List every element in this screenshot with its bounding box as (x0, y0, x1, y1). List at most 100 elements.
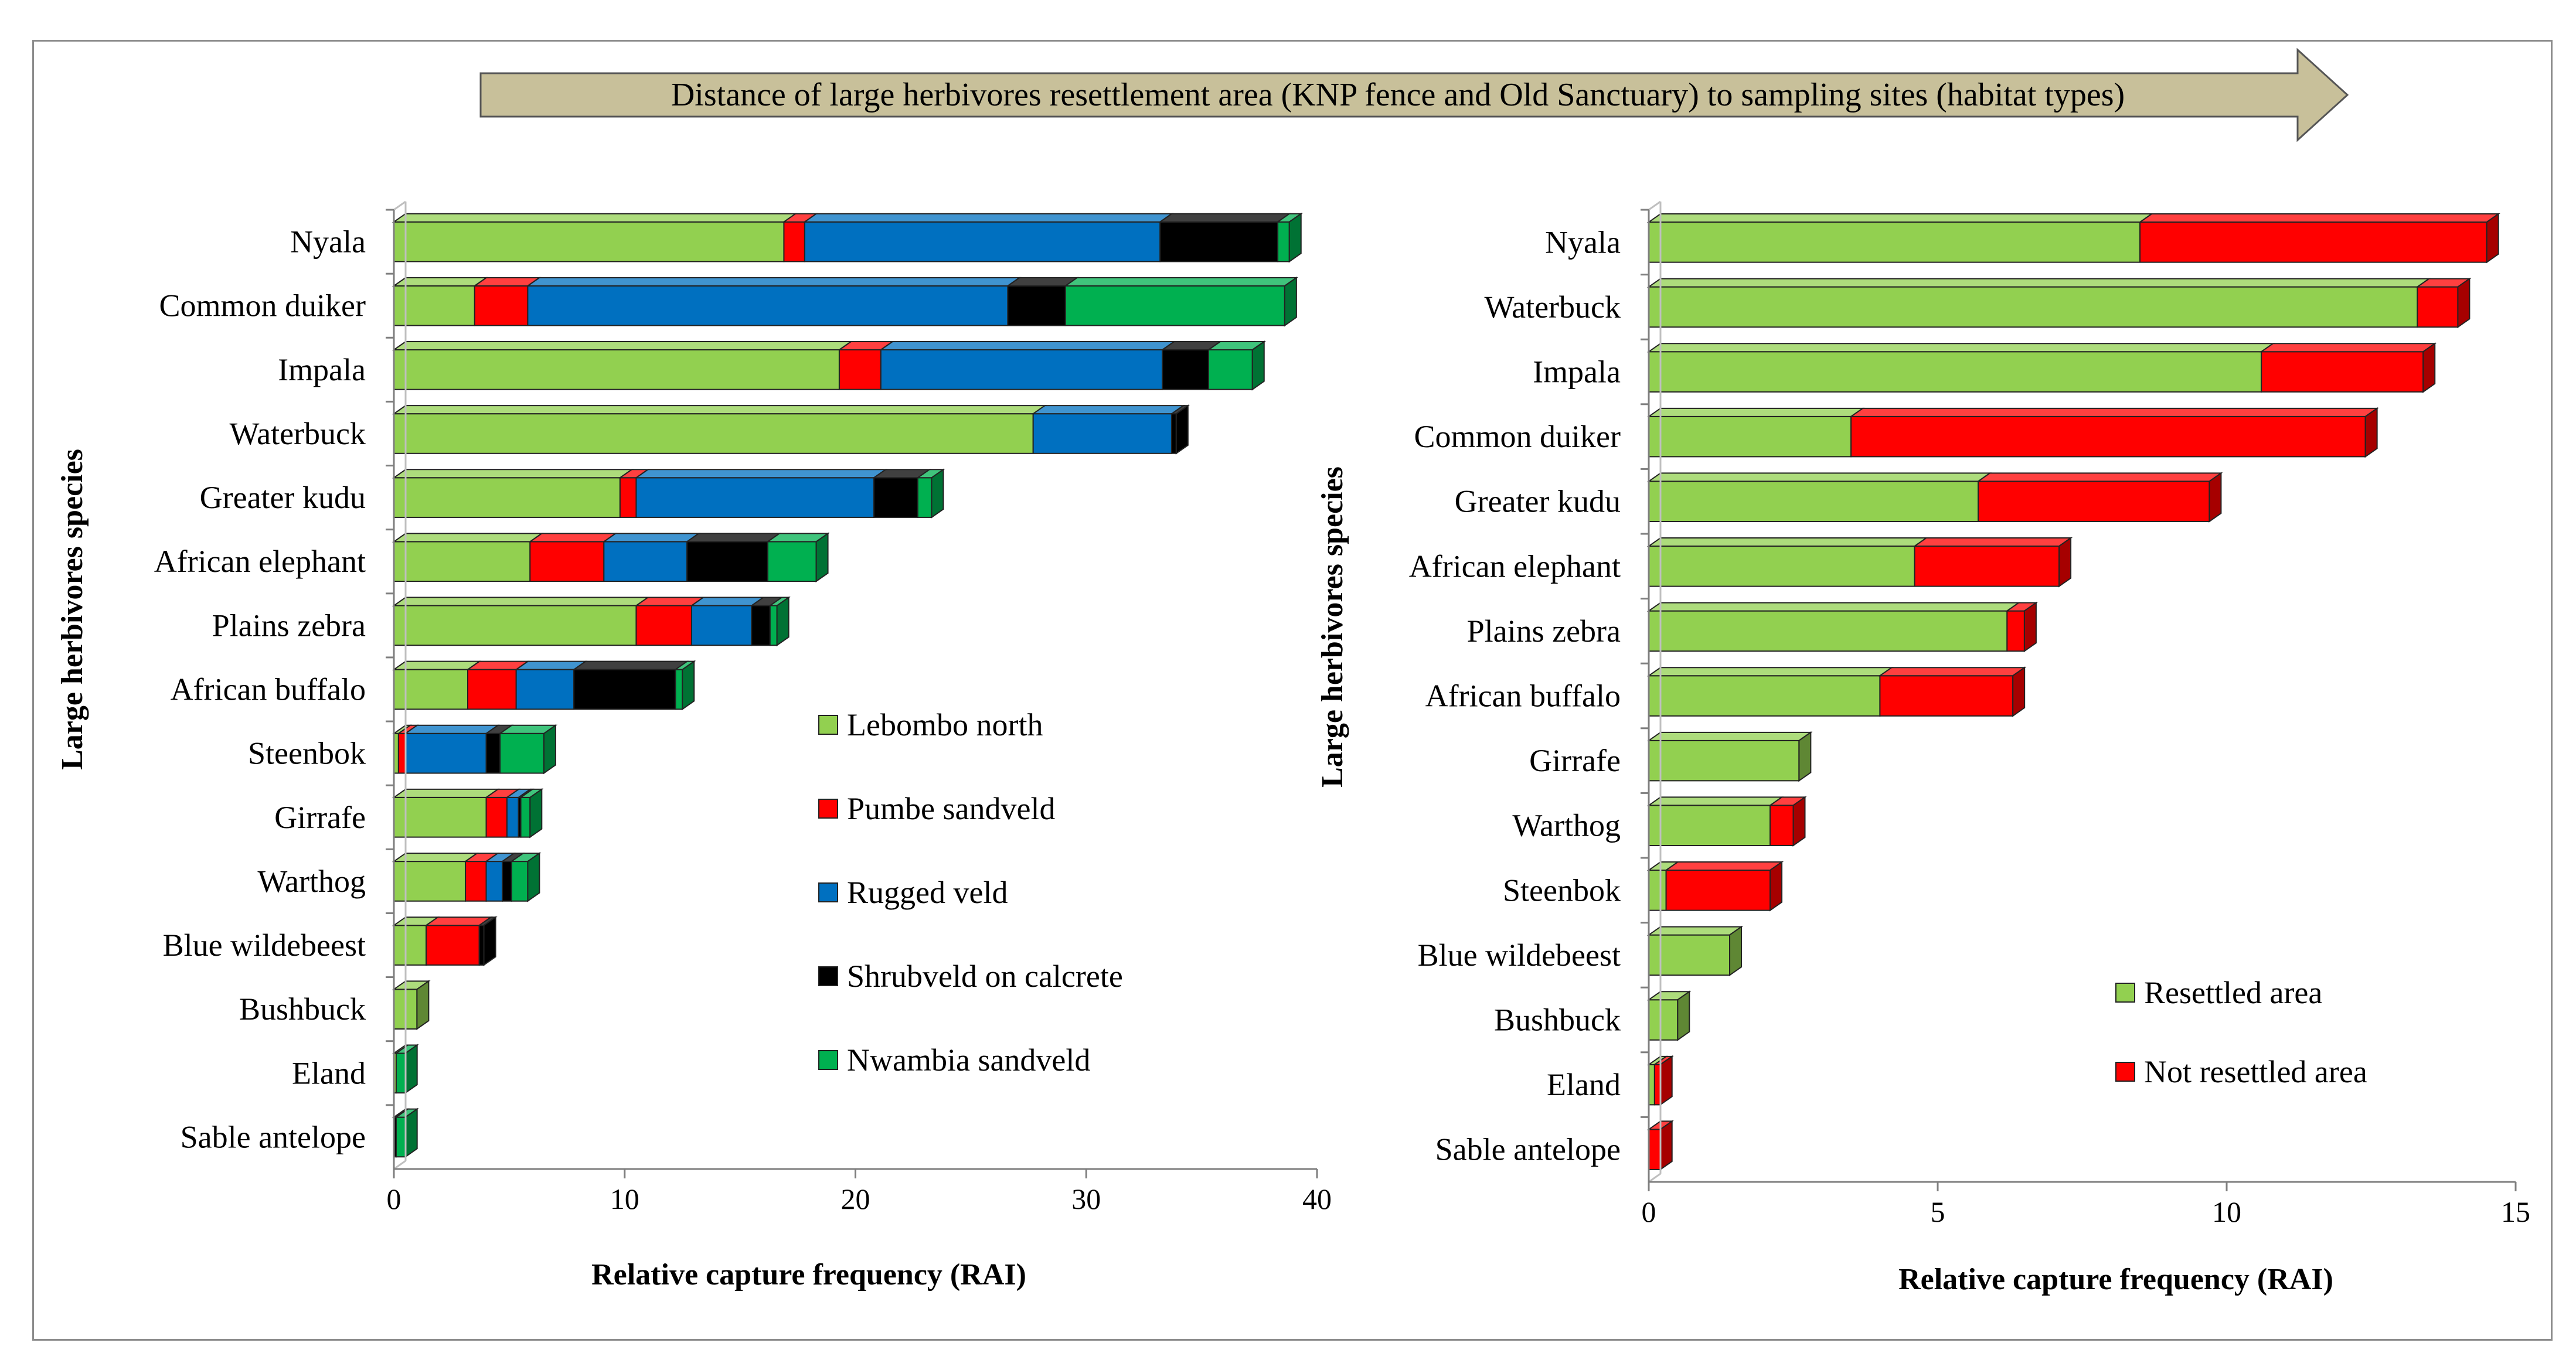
bar-side-face (404, 1107, 418, 1158)
bar-row-steenbok (392, 724, 558, 775)
category-label-impala: Impala (1533, 355, 1621, 390)
bar-top-face (634, 469, 888, 479)
bar-nyala-rugged-veld (802, 213, 1174, 263)
bar-side-face (1659, 1055, 1673, 1106)
bar-face (1648, 739, 1800, 782)
bar-warthog-shrubveld-on-calcrete (500, 853, 525, 902)
bar-waterbuck-lebombo-north (392, 405, 1047, 454)
bar-face (395, 1116, 406, 1158)
x-tick-label: 0 (387, 1182, 401, 1215)
bar-row-greater-kudu (392, 468, 945, 519)
bar-face (485, 732, 501, 774)
category-label-plains-zebra: Plains zebra (1467, 614, 1621, 649)
category-label-nyala: Nyala (1545, 224, 1621, 260)
bar-greater-kudu-lebombo-north (392, 469, 634, 518)
bar-face (1914, 546, 2060, 587)
bar-top-face (1976, 472, 2223, 482)
bar-common-duiker-resettled-area (1646, 407, 1865, 458)
bar-top-face (1664, 861, 1784, 871)
bar-african-buffalo-pumbe-sandveld (465, 660, 530, 710)
right-y-axis-title: Large herbivores species (1316, 466, 1349, 788)
bar-african-elephant-not-resettled-area (1913, 537, 2073, 588)
right-bars (1646, 213, 2500, 1171)
bar-side-face (1288, 212, 1302, 263)
bar-row-waterbuck (392, 404, 1190, 455)
bar-plains-zebra-rugged-veld (689, 597, 765, 646)
bar-face (1850, 415, 2366, 458)
bar-face (404, 732, 487, 774)
bar-plains-zebra-not-resettled-area (2005, 601, 2039, 653)
bar-top-face (528, 533, 618, 543)
x-tick-label: 10 (2212, 1195, 2241, 1228)
bar-face (635, 605, 692, 646)
bar-impala-rugged-veld (879, 341, 1176, 390)
x-tick-label: 5 (1931, 1195, 1945, 1228)
bar-face (478, 925, 485, 966)
legend-label: Pumbe sandveld (847, 791, 1055, 826)
bar-top-face (392, 469, 634, 479)
bar-greater-kudu-nwambia-sandveld (916, 468, 945, 519)
bar-top-face (1646, 537, 1928, 547)
category-label-greater-kudu: Greater kudu (1455, 484, 1621, 519)
bar-side-face (2023, 601, 2037, 653)
bar-nyala-nwambia-sandveld (1275, 212, 1303, 263)
bar-face (751, 605, 771, 646)
bar-african-elephant-pumbe-sandveld (528, 533, 618, 582)
bar-common-duiker-nwambia-sandveld (1063, 276, 1299, 327)
x-tick-label: 10 (610, 1182, 639, 1215)
bar-face (1207, 349, 1253, 390)
bar-side-face (1175, 404, 1189, 455)
bar-face (619, 477, 637, 518)
category-label-waterbuck: Waterbuck (229, 416, 366, 451)
bar-side-face (1729, 925, 1743, 977)
bar-nyala-resettled-area (1646, 213, 2154, 263)
legend-label: Shrubveld on calcrete (847, 959, 1123, 994)
bar-side-face (931, 468, 944, 519)
bar-side-face (2012, 666, 2026, 717)
bar-top-face (1646, 407, 1865, 417)
bar-top-face (526, 277, 1022, 287)
back-wall-top-edge (393, 200, 406, 211)
bar-steenbok-rugged-veld (403, 724, 500, 774)
category-label-common-duiker: Common duiker (159, 288, 366, 323)
bar-warthog-nwambia-sandveld (509, 852, 542, 902)
bar-blue-wildebeest-resettled-area (1646, 925, 1744, 977)
bar-face (635, 477, 874, 518)
category-label-bushbuck: Bushbuck (239, 991, 366, 1027)
legend-item-resettled-area: Resettled area (2115, 975, 2322, 1010)
bar-face (393, 605, 637, 646)
bar-african-elephant-rugged-veld (602, 533, 701, 582)
bar-face (1648, 675, 1881, 717)
bar-face (1653, 1064, 1661, 1106)
x-tick-label: 15 (2501, 1195, 2530, 1228)
bar-face (393, 925, 427, 966)
bar-face (767, 541, 817, 582)
bar-top-face (392, 660, 482, 670)
bar-top-face (879, 341, 1176, 351)
legend-item-rugged-veld: Rugged veld (818, 875, 1008, 910)
bar-row-sable-antelope (392, 1107, 419, 1158)
bar-face (1648, 546, 1915, 587)
bar-side-face (2422, 342, 2436, 393)
bar-face (395, 1052, 406, 1094)
bar-blue-wildebeest-shrubveld-on-calcrete (477, 916, 498, 966)
bar-face (393, 285, 475, 326)
bar-common-duiker-lebombo-north (392, 277, 488, 326)
bar-face (397, 732, 406, 774)
category-label-steenbok: Steenbok (248, 736, 366, 771)
bar-row-warthog (392, 852, 542, 902)
bar-impala-nwambia-sandveld (1206, 340, 1266, 391)
bar-warthog-pumbe-sandveld (463, 853, 500, 902)
bar-common-duiker-not-resettled-area (1849, 407, 2379, 458)
bar-row-bushbuck (392, 980, 431, 1030)
bar-side-face (1251, 340, 1265, 391)
bar-face (511, 861, 529, 902)
left-y-axis-title: Large herbivores species (56, 449, 89, 770)
bar-row-plains-zebra (1646, 601, 2039, 653)
bar-top-face (1646, 602, 2021, 612)
bar-face (1648, 1129, 1661, 1170)
bar-face (1159, 221, 1279, 263)
bar-top-face (392, 405, 1047, 415)
bar-african-buffalo-shrubveld-on-calcrete (571, 660, 689, 710)
bar-girrafe-pumbe-sandveld (484, 788, 521, 838)
